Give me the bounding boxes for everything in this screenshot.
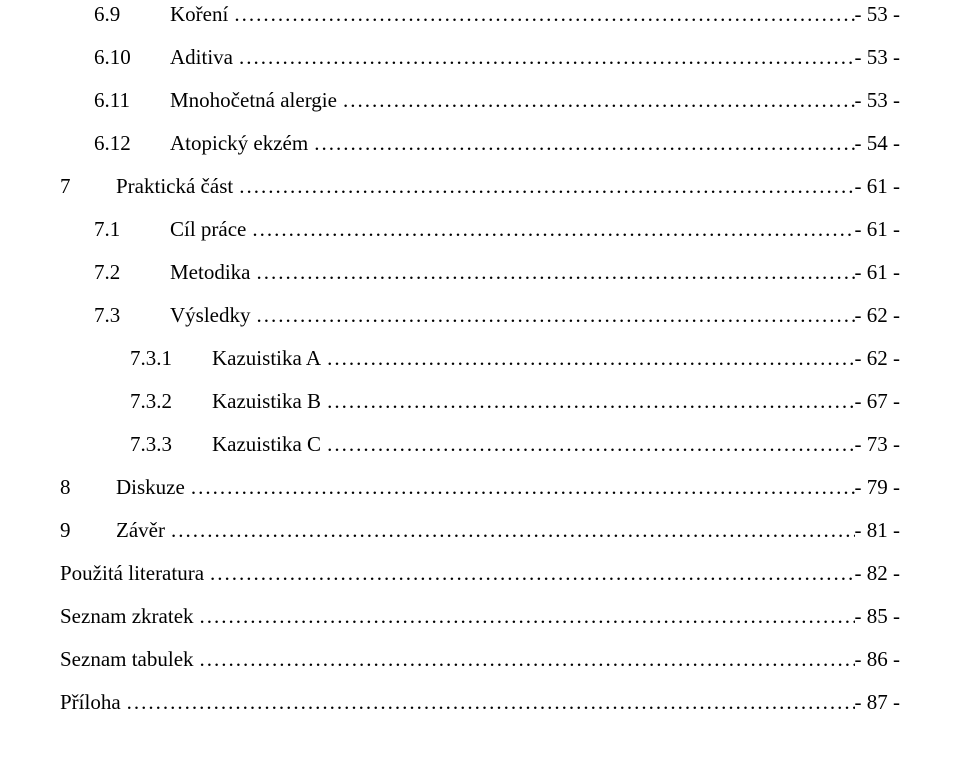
toc-number: 7.2 xyxy=(94,262,148,283)
toc-label: Kazuistika A xyxy=(212,348,321,369)
toc-page-number: - 79 - xyxy=(855,477,901,498)
toc-leader xyxy=(246,219,854,240)
toc-number: 8 xyxy=(60,477,86,498)
toc-label: Praktická část xyxy=(116,176,233,197)
toc-page-number: - 53 - xyxy=(855,47,901,68)
toc-entry: 6.10 Aditiva - 53 - xyxy=(60,47,900,68)
toc-entry: 7.3.1 Kazuistika A - 62 - xyxy=(60,348,900,369)
toc-number: 6.10 xyxy=(94,47,148,68)
toc-number: 6.12 xyxy=(94,133,148,154)
toc-entry: Použitá literatura - 82 - xyxy=(60,563,900,584)
toc-leader xyxy=(121,692,855,713)
toc-entry: Příloha - 87 - xyxy=(60,692,900,713)
toc-page-number: - 67 - xyxy=(855,391,901,412)
toc-entry: 6.11 Mnohočetná alergie - 53 - xyxy=(60,90,900,111)
toc-label: Cíl práce xyxy=(170,219,246,240)
toc-label: Výsledky xyxy=(170,305,251,326)
toc-label: Seznam tabulek xyxy=(60,649,194,670)
toc-entry: 6.9 Koření - 53 - xyxy=(60,4,900,25)
toc-leader xyxy=(194,649,855,670)
toc-leader xyxy=(321,434,854,455)
toc-label: Mnohočetná alergie xyxy=(170,90,337,111)
toc-number: 7 xyxy=(60,176,86,197)
toc-label: Závěr xyxy=(116,520,165,541)
toc-entry: 7.3 Výsledky - 62 - xyxy=(60,305,900,326)
toc-leader xyxy=(233,176,854,197)
toc-leader xyxy=(228,4,854,25)
toc-page-number: - 85 - xyxy=(855,606,901,627)
toc-number: 7.1 xyxy=(94,219,148,240)
toc-entry: 7 Praktická část - 61 - xyxy=(60,176,900,197)
toc-entry: 7.3.3 Kazuistika C - 73 - xyxy=(60,434,900,455)
toc-entry: 6.12 Atopický ekzém - 54 - xyxy=(60,133,900,154)
toc-page-number: - 53 - xyxy=(855,4,901,25)
toc-entry: 7.3.2 Kazuistika B - 67 - xyxy=(60,391,900,412)
toc-leader xyxy=(321,391,854,412)
toc-leader xyxy=(321,348,854,369)
toc-page-number: - 86 - xyxy=(855,649,901,670)
toc-page-number: - 82 - xyxy=(855,563,901,584)
toc-page-number: - 54 - xyxy=(855,133,901,154)
toc-page: 6.9 Koření - 53 - 6.10 Aditiva - 53 - 6.… xyxy=(0,4,960,733)
toc-label: Metodika xyxy=(170,262,250,283)
toc-leader xyxy=(185,477,855,498)
toc-page-number: - 61 - xyxy=(855,176,901,197)
toc-page-number: - 62 - xyxy=(855,305,901,326)
toc-number: 7.3.1 xyxy=(130,348,190,369)
toc-leader xyxy=(251,305,855,326)
toc-entry: Seznam tabulek - 86 - xyxy=(60,649,900,670)
toc-page-number: - 61 - xyxy=(855,262,901,283)
toc-entry: 7.1 Cíl práce - 61 - xyxy=(60,219,900,240)
toc-label: Seznam zkratek xyxy=(60,606,194,627)
toc-number: 6.11 xyxy=(94,90,148,111)
toc-label: Kazuistika C xyxy=(212,434,321,455)
toc-page-number: - 53 - xyxy=(855,90,901,111)
toc-number: 9 xyxy=(60,520,86,541)
toc-label: Diskuze xyxy=(116,477,185,498)
toc-page-number: - 62 - xyxy=(855,348,901,369)
toc-page-number: - 87 - xyxy=(855,692,901,713)
toc-label: Atopický ekzém xyxy=(170,133,308,154)
toc-page-number: - 73 - xyxy=(855,434,901,455)
toc-number: 7.3.2 xyxy=(130,391,190,412)
toc-page-number: - 81 - xyxy=(855,520,901,541)
toc-number: 7.3 xyxy=(94,305,148,326)
toc-entry: Seznam zkratek - 85 - xyxy=(60,606,900,627)
toc-number: 6.9 xyxy=(94,4,148,25)
toc-leader xyxy=(204,563,854,584)
toc-label: Koření xyxy=(170,4,228,25)
toc-entry: 8 Diskuze - 79 - xyxy=(60,477,900,498)
toc-leader xyxy=(337,90,855,111)
toc-page-number: - 61 - xyxy=(855,219,901,240)
toc-label: Příloha xyxy=(60,692,121,713)
toc-leader xyxy=(165,520,855,541)
toc-entry: 9 Závěr - 81 - xyxy=(60,520,900,541)
toc-leader xyxy=(308,133,854,154)
toc-entry: 7.2 Metodika - 61 - xyxy=(60,262,900,283)
toc-leader xyxy=(233,47,855,68)
toc-label: Použitá literatura xyxy=(60,563,204,584)
toc-leader xyxy=(250,262,854,283)
toc-label: Kazuistika B xyxy=(212,391,321,412)
toc-number: 7.3.3 xyxy=(130,434,190,455)
toc-leader xyxy=(194,606,855,627)
toc-label: Aditiva xyxy=(170,47,233,68)
